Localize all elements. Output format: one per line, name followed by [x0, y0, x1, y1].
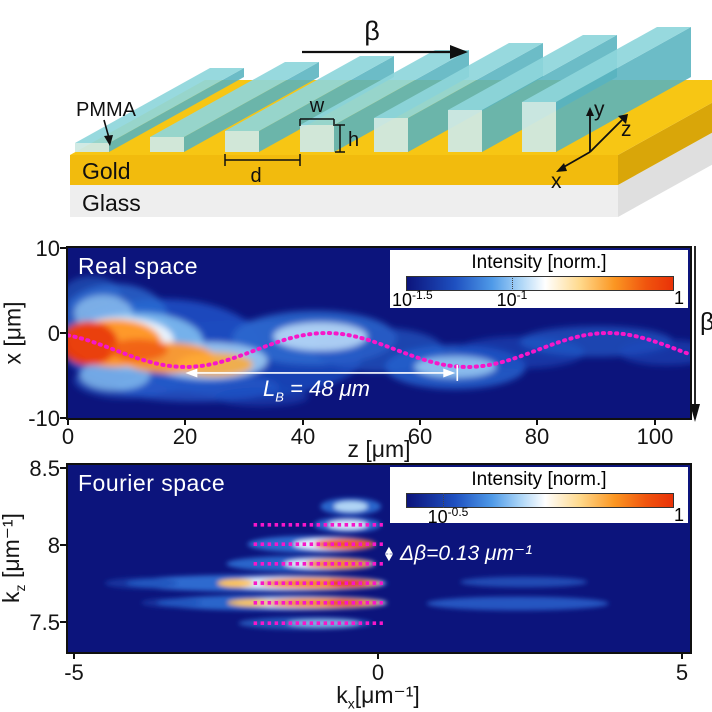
gold-label: Gold [82, 158, 131, 184]
schematic-diagram: β PMMA w h d Gold Glass y [70, 16, 712, 217]
axis-x-line [561, 151, 591, 169]
axis-z-line [589, 119, 623, 153]
fourier-colorbar-title: Intensity [norm.] [471, 469, 607, 490]
axis-z-label: z [621, 118, 632, 141]
pmma-pointer-head [104, 135, 113, 146]
real-ytick-0: 0 [47, 321, 60, 346]
tick-mark [184, 420, 186, 425]
real-colorbar-tick-mid: 10-1 [496, 288, 528, 310]
real-ytick-10: 10 [35, 236, 60, 261]
tick-mark [60, 467, 66, 469]
axis-x-label: x [551, 170, 562, 193]
fourier-ytick-75: 7.5 [29, 610, 60, 635]
real-colorbar-title: Intensity [norm.] [471, 252, 607, 273]
dim-h-label: h [348, 129, 359, 151]
fourier-ytick-85: 8.5 [29, 456, 60, 481]
dim-w-label: w [309, 95, 325, 117]
tick-mark [302, 420, 304, 425]
real-colorbar: Intensity [norm.] 10-1.5 10-1 1 [390, 250, 688, 310]
real-colorbar-marker [512, 276, 513, 291]
fourier-space-heatmap [104, 498, 609, 630]
tick-mark [73, 654, 75, 659]
fourier-colorbar-tick-low: 10-0.5 [427, 505, 469, 527]
real-ytick-m10: -10 [28, 406, 60, 431]
lb-subscript: B [275, 389, 284, 405]
lb-symbol: L [263, 376, 276, 401]
real-space-plot: Real space LB = 48 μm Intensity [norm.] … [66, 246, 692, 420]
tick-mark [60, 621, 66, 623]
real-ylabel: x [μm] [0, 301, 26, 365]
fourier-ylabel: kz [μm⁻¹] [0, 513, 28, 603]
beta-direction-arrow [690, 246, 700, 422]
lb-value: = 48 μm [283, 376, 370, 401]
axis-x-arrowhead [556, 163, 567, 172]
fourier-xlabel: kx[μm⁻¹] [336, 682, 420, 712]
axis-y-arrowhead [586, 107, 594, 116]
real-xtick-60: 60 [407, 424, 433, 449]
beta-side-label: β [700, 308, 712, 336]
pmma-grating-bars [75, 27, 691, 152]
glass-front-face [70, 185, 618, 217]
real-xtick-40: 40 [290, 424, 316, 449]
tick-mark [60, 417, 66, 419]
dim-d-label: d [250, 165, 261, 187]
tick-mark [60, 544, 66, 546]
real-space-heatmap [68, 276, 690, 407]
fourier-ytick-8: 8 [47, 533, 60, 558]
real-colorbar-tick-high: 1 [673, 288, 684, 308]
real-colorbar-gradient [406, 276, 674, 291]
real-space-title: Real space [78, 253, 199, 279]
fourier-colorbar-marker [443, 493, 444, 508]
tick-mark [536, 420, 538, 425]
pmma-pointer-line [103, 119, 110, 139]
glass-side-face [618, 132, 712, 217]
tick-mark [60, 332, 66, 334]
tick-mark [67, 420, 69, 425]
lb-annotation: LB = 48 μm [263, 376, 370, 404]
glass-label: Glass [82, 190, 141, 216]
fourier-colorbar-gradient [406, 493, 674, 508]
real-xtick-100: 100 [636, 424, 674, 449]
coordinate-axes: y z x [551, 98, 632, 193]
gold-side-face [618, 102, 712, 185]
beta-label: β [364, 16, 380, 46]
fourier-xtick-5: 5 [675, 660, 689, 685]
tick-mark [60, 247, 66, 249]
beta-arrowhead [450, 45, 468, 59]
pmma-label: PMMA [76, 99, 137, 121]
real-colorbar-tick-low: 10-1.5 [392, 288, 433, 310]
fourier-xtick-m5: -5 [64, 660, 84, 685]
tick-mark [654, 420, 656, 425]
real-xtick-0: 0 [61, 424, 75, 449]
fourier-colorbar: Intensity [norm.] 10-0.5 1 [390, 467, 688, 527]
delta-beta-annotation: Δβ=0.13 μm⁻¹ [400, 542, 533, 565]
fourier-colorbar-tick-high: 1 [673, 505, 684, 525]
fourier-space-plot: Fourier space Δβ=0.13 μm⁻¹ Intensity [no… [66, 463, 692, 654]
gold-front-face [70, 155, 618, 185]
tick-mark [377, 654, 379, 659]
real-xtick-20: 20 [172, 424, 198, 449]
real-xlabel: z [μm] [347, 436, 411, 462]
axis-z-arrowhead [618, 114, 628, 124]
tick-mark [681, 654, 683, 659]
tick-mark [419, 420, 421, 425]
fourier-space-title: Fourier space [78, 470, 226, 496]
axis-y-label: y [594, 98, 605, 121]
real-xtick-80: 80 [524, 424, 550, 449]
fourier-xtick-0: 0 [371, 660, 385, 685]
